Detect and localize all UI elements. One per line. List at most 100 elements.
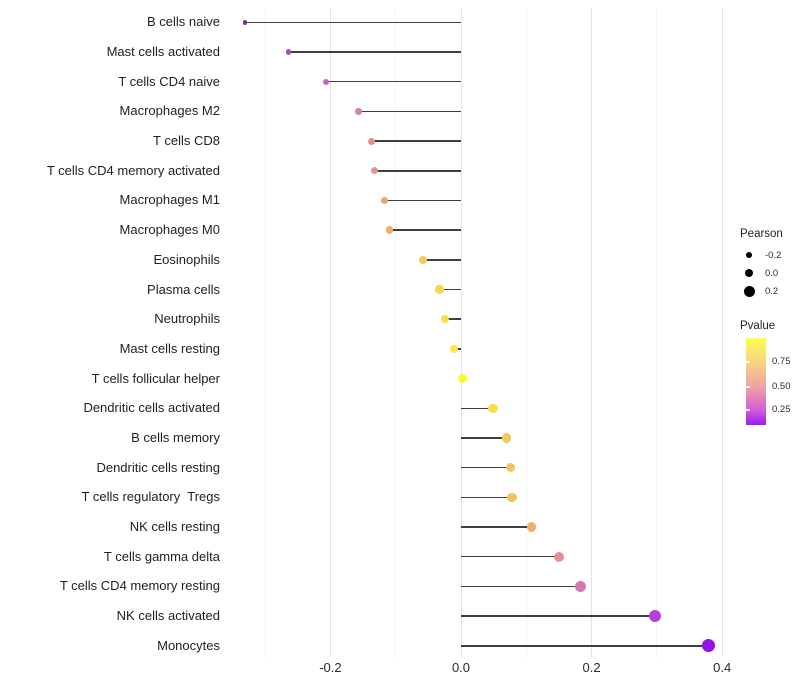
- lollipop-stem: [371, 140, 461, 142]
- y-axis-label: NK cells activated: [116, 608, 220, 624]
- lollipop-point: [501, 433, 512, 443]
- lollipop-stem: [461, 585, 581, 588]
- y-axis-label: Mast cells resting: [119, 340, 220, 356]
- lollipop-point: [575, 581, 586, 592]
- lollipop-point: [648, 610, 661, 623]
- y-axis-label: B cells memory: [131, 429, 220, 445]
- y-axis-label: Dendritic cells activated: [83, 400, 220, 416]
- gridline-minor: [525, 8, 527, 657]
- lollipop-stem: [423, 259, 461, 261]
- lollipop-stem: [461, 407, 493, 410]
- y-axis-label: Monocytes: [157, 637, 220, 653]
- y-axis-label: Plasma cells: [147, 281, 220, 297]
- size-legend-items: -0.2 0.0 0.2: [740, 246, 800, 300]
- y-axis-label: B cells naive: [147, 14, 220, 30]
- lollipop-point: [449, 344, 459, 354]
- y-axis-label: T cells CD4 memory activated: [46, 162, 220, 178]
- lollipop-stem: [358, 110, 461, 113]
- lollipop-stem: [461, 526, 532, 528]
- lollipop-point: [322, 78, 329, 85]
- size-legend-label: 0.2: [765, 285, 779, 297]
- pvalue-color-legend: Pvalue 0.75 0.50 0.25: [740, 320, 800, 425]
- lollipop-point: [355, 108, 362, 115]
- y-axis-label: Macrophages M2: [119, 103, 220, 119]
- size-legend-label: -0.2: [765, 249, 782, 261]
- size-legend-dot: [744, 268, 754, 278]
- lollipop-point: [386, 226, 394, 234]
- lollipop-point: [381, 196, 389, 205]
- y-axis-label: Dendritic cells resting: [96, 459, 220, 475]
- lollipop-stem: [374, 170, 461, 172]
- colorbar-tick: [746, 361, 750, 363]
- y-axis-label: T cells CD4 memory resting: [59, 578, 220, 594]
- lollipop-point: [701, 639, 716, 653]
- y-axis-label: Macrophages M1: [119, 192, 220, 208]
- lollipop-point: [242, 19, 248, 25]
- gridline-major: [721, 8, 723, 657]
- lollipop-point: [526, 522, 537, 532]
- size-legend-item: 0.2: [740, 282, 800, 300]
- colorbar-tick: [746, 386, 750, 388]
- size-legend-label: 0.0: [765, 267, 779, 279]
- x-tick-label: 0.2: [582, 660, 601, 675]
- legend: Pearson -0.2 0.0 0.2 Pvalue 0.75 0.50 0.25: [740, 228, 800, 425]
- colorbar-tick: [746, 409, 750, 411]
- lollipop-stem: [461, 437, 507, 439]
- gridline-minor: [395, 8, 397, 657]
- size-legend-dot: [745, 251, 753, 259]
- lollipop-stem: [389, 229, 461, 231]
- size-legend-dot-cell: [740, 268, 758, 278]
- pearson-size-legend: Pearson -0.2 0.0 0.2: [740, 228, 800, 300]
- y-axis-label: T cells follicular helper: [91, 370, 220, 386]
- gridline-minor: [264, 8, 266, 657]
- y-axis-label: T cells regulatory Tregs: [81, 489, 220, 505]
- lollipop-point: [435, 285, 444, 294]
- lollipop-point: [488, 403, 498, 413]
- lollipop-point: [505, 462, 516, 473]
- lollipop-stem: [244, 21, 461, 24]
- x-tick-label: 0.4: [713, 660, 732, 675]
- y-axis-label: T cells CD8: [153, 133, 220, 149]
- size-legend-dot-cell: [740, 285, 758, 297]
- y-axis-label: Neutrophils: [154, 311, 220, 327]
- y-axis-label: T cells CD4 naive: [118, 73, 220, 89]
- y-axis-label: T cells gamma delta: [103, 548, 220, 564]
- lollipop-point: [440, 315, 449, 324]
- lollipop-point: [285, 49, 292, 55]
- lollipop-point: [457, 374, 467, 383]
- x-tick-label: -0.2: [319, 660, 342, 675]
- lollipop-point: [553, 551, 565, 562]
- lollipop-point: [371, 167, 379, 175]
- lollipop-stem: [461, 496, 512, 499]
- lollipop-stem: [325, 80, 461, 83]
- y-axis-label: Mast cells activated: [106, 43, 220, 59]
- lollipop-stem: [461, 615, 655, 617]
- gridline-major: [329, 8, 331, 657]
- size-legend-item: 0.0: [740, 264, 800, 282]
- lollipop-point: [507, 492, 517, 503]
- size-legend-item: -0.2: [740, 246, 800, 264]
- colorbar-label: 0.75: [772, 356, 791, 367]
- lollipop-point: [419, 255, 428, 264]
- colorbar-label: 0.50: [772, 380, 791, 392]
- lollipop-stem: [288, 51, 461, 53]
- size-legend-dot: [743, 285, 755, 297]
- colorbar-label: 0.25: [772, 404, 791, 416]
- y-axis-label: Macrophages M0: [119, 222, 220, 238]
- gridline-minor: [656, 8, 658, 657]
- size-legend-title: Pearson: [740, 228, 783, 240]
- color-legend-title: Pvalue: [740, 320, 776, 332]
- lollipop-point: [368, 137, 375, 145]
- pvalue-gradient-bar: [746, 338, 766, 425]
- gridline-major: [460, 8, 462, 657]
- lollipop-stem: [384, 199, 461, 202]
- x-tick-label: 0.0: [451, 660, 471, 675]
- y-axis-label: Eosinophils: [153, 251, 221, 267]
- size-legend-dot-cell: [740, 251, 758, 259]
- lollipop-stem: [461, 555, 559, 558]
- lollipop-stem: [461, 645, 709, 647]
- y-axis-label: NK cells resting: [129, 519, 220, 535]
- lollipop-stem: [444, 318, 461, 320]
- lollipop-stem: [461, 466, 511, 469]
